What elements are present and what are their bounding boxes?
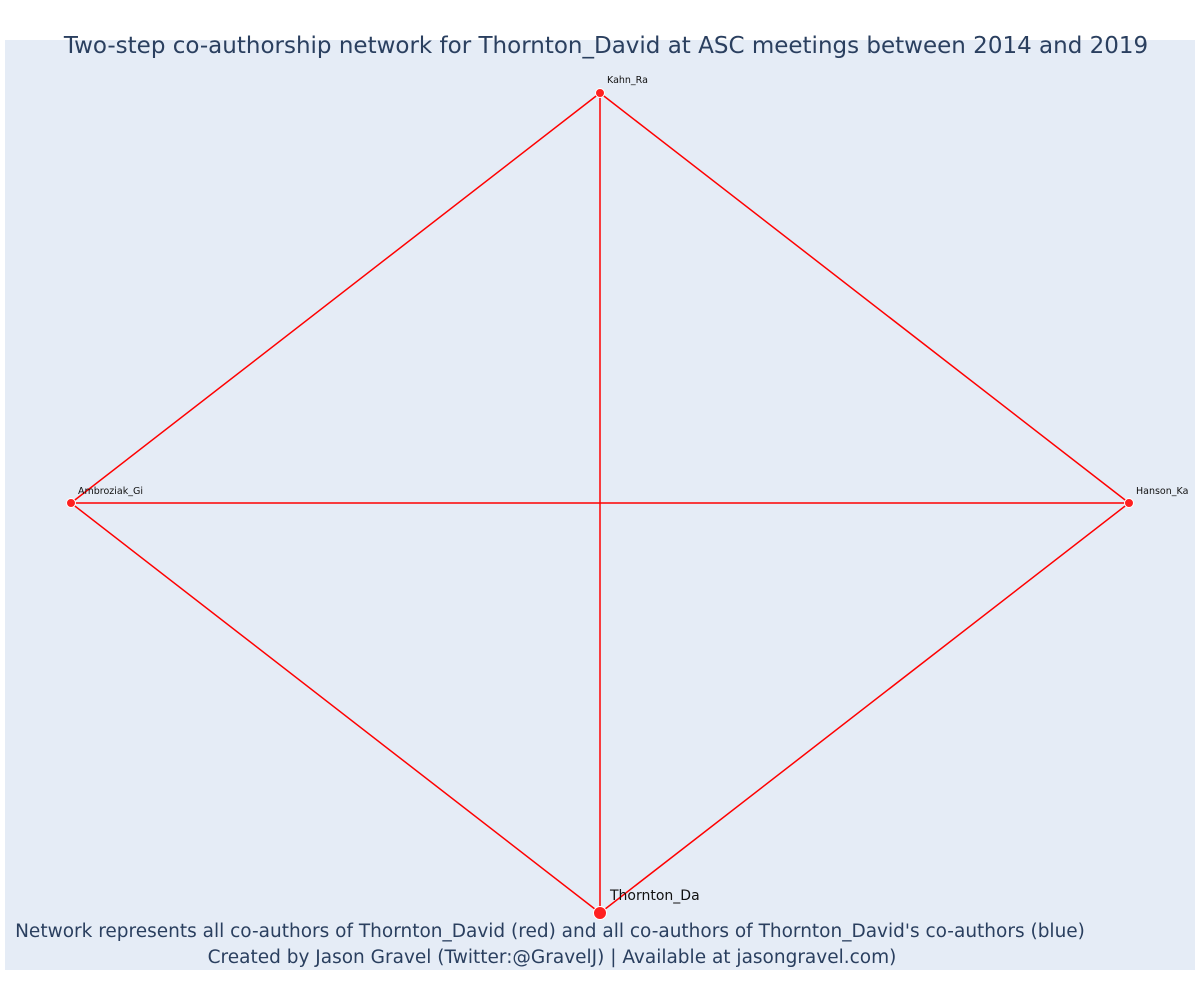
edge-kahn-hanson [599, 92, 1130, 504]
node-ambroziak[interactable] [66, 498, 76, 508]
nodes-layer [66, 88, 1134, 920]
node-label-ambroziak: Ambroziak_Gi [78, 486, 143, 497]
node-label-kahn: Kahn_Ra [607, 75, 648, 86]
chart-title: Two-step co-authorship network for Thorn… [63, 33, 1148, 59]
edge-hanson-thornton [599, 502, 1130, 914]
node-kahn[interactable] [595, 88, 605, 98]
node-thornton[interactable] [593, 906, 607, 920]
caption-line-2: Created by Jason Gravel (Twitter:@Gravel… [208, 947, 897, 968]
edge-ambroziak-thornton [70, 502, 601, 914]
node-label-hanson: Hanson_Ka [1136, 486, 1188, 497]
node-label-thornton: Thornton_Da [609, 888, 700, 904]
edge-kahn-ambroziak [70, 92, 601, 504]
node-hanson[interactable] [1124, 498, 1134, 508]
labels-layer: Kahn_Ra Ambroziak_Gi Hanson_Ka Thornton_Da [78, 75, 1188, 904]
edges-layer [70, 92, 1130, 914]
caption-line-1: Network represents all co-authors of Tho… [15, 921, 1085, 942]
